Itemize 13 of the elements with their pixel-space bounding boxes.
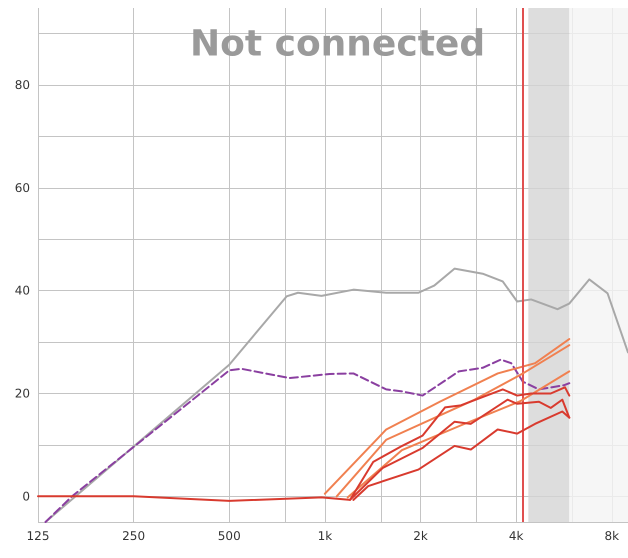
y-tick-label: 0 — [22, 489, 30, 504]
y-tick-label: 60 — [14, 180, 30, 195]
x-tick-label: 1k — [318, 529, 332, 543]
y-tick-label: 80 — [14, 78, 30, 92]
y-tick-label: 40 — [14, 284, 30, 298]
x-tick-label: 250 — [122, 529, 146, 543]
x-tick-label: 8k — [604, 529, 620, 543]
y-tick-label: 20 — [14, 386, 30, 400]
x-tick-label: 4k — [508, 529, 524, 543]
x-tick-label: 2k — [413, 529, 428, 543]
x-tick-label: 500 — [218, 529, 241, 543]
x-tick-label: 125 — [26, 529, 50, 543]
annotation: Not connected — [190, 24, 486, 64]
